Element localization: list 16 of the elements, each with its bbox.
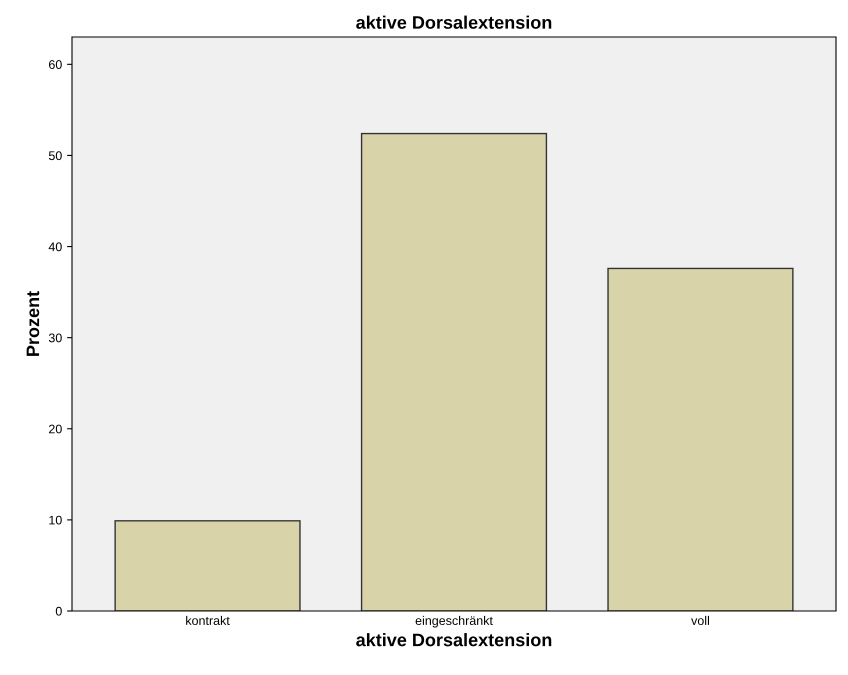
x-tick-label: eingeschränkt: [416, 616, 493, 628]
bar: [607, 268, 794, 611]
chart-title: aktive Dorsalextension: [356, 16, 552, 29]
bar: [360, 132, 548, 611]
x-axis-title: aktive Dorsalextension: [356, 633, 552, 646]
y-tick-label: 60: [49, 60, 62, 69]
y-tick-label: 10: [49, 516, 62, 525]
y-tick-label: 40: [48, 242, 62, 252]
y-tick-label: 0: [56, 606, 62, 616]
y-tick-label: 50: [48, 151, 62, 160]
y-tick-label: 20: [49, 424, 62, 434]
y-tick-label: 30: [48, 333, 62, 342]
x-tick-label: kontrakt: [186, 616, 230, 626]
x-tick-label: voll: [691, 616, 709, 626]
bar: [114, 520, 301, 611]
y-axis-title: Prozent: [26, 291, 40, 356]
